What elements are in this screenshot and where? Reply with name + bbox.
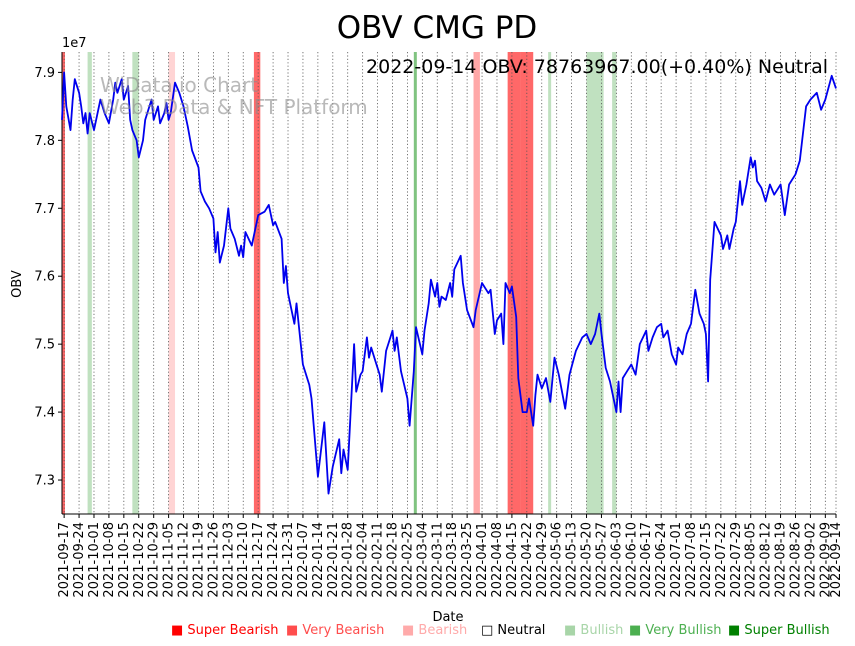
obv-info-text: 2022-09-14 OBV: 78763967.00(+0.40%) Neut… (366, 56, 828, 78)
x-tick-label: 2021-09-24 (72, 522, 87, 598)
x-tick-label: 2022-04-08 (490, 522, 505, 598)
x-tick-label: 2022-09-14 (829, 522, 844, 598)
x-tick-label: 2021-12-17 (251, 522, 266, 598)
signal-band-very_bearish (62, 52, 65, 514)
x-tick-label: 2022-07-29 (729, 522, 744, 598)
x-tick-label: 2021-10-29 (147, 522, 162, 598)
x-tick-label: 2021-12-31 (281, 522, 296, 598)
x-tick-label: 2022-02-11 (371, 522, 386, 598)
signal-band-bullish (612, 52, 617, 514)
signal-band-bullish (548, 52, 552, 514)
y-scale-label: 1e7 (62, 36, 87, 51)
legend: ■ Super Bearish ■ Very Bearish ■ Bearish □ … (171, 623, 830, 638)
x-tick-label: 2022-07-22 (714, 522, 729, 598)
signal-band-bullish (87, 52, 92, 514)
x-tick-label: 2022-04-29 (535, 522, 550, 598)
chart-title: OBV CMG PD (337, 10, 538, 46)
x-tick-label: 2022-03-18 (445, 522, 460, 598)
x-tick-label: 2022-02-18 (385, 522, 400, 598)
x-tick-label: 2022-08-05 (744, 522, 759, 598)
x-tick-label: 2021-10-22 (132, 522, 147, 598)
x-tick-label: 2022-06-10 (624, 522, 639, 598)
signal-band-bearish (473, 52, 480, 514)
x-tick-label: 2021-11-05 (162, 522, 177, 598)
x-tick-label: 2022-09-09 (818, 522, 833, 598)
x-tick-label: 2022-01-28 (341, 522, 356, 598)
x-tick-label: 2022-01-21 (326, 522, 341, 598)
y-tick-label: 7.6 (34, 270, 55, 285)
signal-band-bearish_light (168, 52, 176, 514)
plot-area: 2021-09-17 2021-09-24 2021-10-01 2021-10-08… (34, 52, 844, 598)
y-tick-label: 7.7 (34, 202, 55, 217)
x-tick-label: 2021-12-10 (236, 522, 251, 598)
legend-item: ■ Very Bullish (629, 623, 721, 638)
y-tick-label: 7.4 (34, 406, 55, 421)
x-tick-label: 2021-11-12 (177, 522, 192, 598)
legend-item: ■ Super Bearish (171, 623, 279, 638)
x-tick-label: 2022-09-02 (803, 522, 818, 598)
legend-item: □ Neutral (481, 623, 545, 638)
x-tick-label: 2022-03-11 (430, 522, 445, 598)
x-tick-label: 2022-02-25 (400, 522, 415, 598)
y-axis-label: OBV (10, 270, 25, 298)
x-tick-label: 2022-06-24 (654, 522, 669, 598)
signal-band-very_bearish (507, 52, 521, 514)
x-tick-label: 2022-05-13 (565, 522, 580, 598)
x-tick-label: 2021-11-26 (206, 522, 221, 598)
x-tick-label: 2022-03-25 (460, 522, 475, 598)
x-tick-label: 2022-04-01 (475, 522, 490, 598)
x-tick-label: 2021-09-17 (57, 522, 72, 598)
x-tick-label: 2021-11-19 (191, 522, 206, 598)
x-tick-label: 2022-04-15 (505, 522, 520, 598)
obv-series-line (61, 71, 837, 495)
legend-item: ■ Bearish (402, 623, 467, 638)
x-tick-label: 2022-05-27 (594, 522, 609, 598)
x-tick-label: 2022-07-08 (684, 522, 699, 598)
x-tick-label: 2022-08-26 (788, 522, 803, 598)
legend-item: ■ Super Bullish (728, 623, 830, 638)
y-tick-label: 7.8 (34, 134, 55, 149)
signal-band-very_bullish (413, 52, 417, 514)
x-tick-label: 2022-04-22 (520, 522, 535, 598)
x-tick-label: 2022-08-19 (774, 522, 789, 598)
legend-item: ■ Bullish (564, 623, 623, 638)
x-tick-label: 2022-03-04 (415, 522, 430, 598)
signal-band-very_bearish (253, 52, 261, 514)
x-tick-label: 2022-01-14 (311, 522, 326, 598)
x-tick-label: 2021-10-15 (117, 522, 132, 598)
x-tick-label: 2022-06-03 (609, 522, 624, 598)
legend-item: ■ Very Bearish (286, 623, 384, 638)
x-tick-label: 2022-05-20 (580, 522, 595, 598)
signal-band-very_bearish (520, 52, 534, 514)
y-tick-label: 7.5 (34, 338, 55, 353)
x-tick-label: 2021-10-08 (102, 522, 117, 598)
signal-band-bullish (586, 52, 604, 514)
watermark-line-2: Web3 Data & NFT Platform (100, 95, 368, 119)
x-tick-label: 2022-01-07 (296, 522, 311, 598)
x-axis-label: Date (432, 610, 463, 625)
x-tick-label: 2021-12-03 (221, 522, 236, 598)
x-tick-label: 2021-10-01 (87, 522, 102, 598)
x-tick-label: 2022-06-17 (639, 522, 654, 598)
x-tick-label: 2022-07-01 (669, 522, 684, 598)
watermark-line-1: WiData.io Chart (100, 73, 258, 97)
x-tick-label: 2022-05-06 (550, 522, 565, 598)
y-tick-label: 7.3 (34, 474, 55, 489)
signal-band-bullish (132, 52, 139, 514)
x-tick-label: 2021-12-24 (266, 522, 281, 598)
x-tick-label: 2022-02-04 (356, 522, 371, 598)
y-tick-label: 7.9 (34, 66, 55, 81)
x-tick-label: 2022-07-15 (699, 522, 714, 598)
x-tick-label: 2022-08-12 (759, 522, 774, 598)
